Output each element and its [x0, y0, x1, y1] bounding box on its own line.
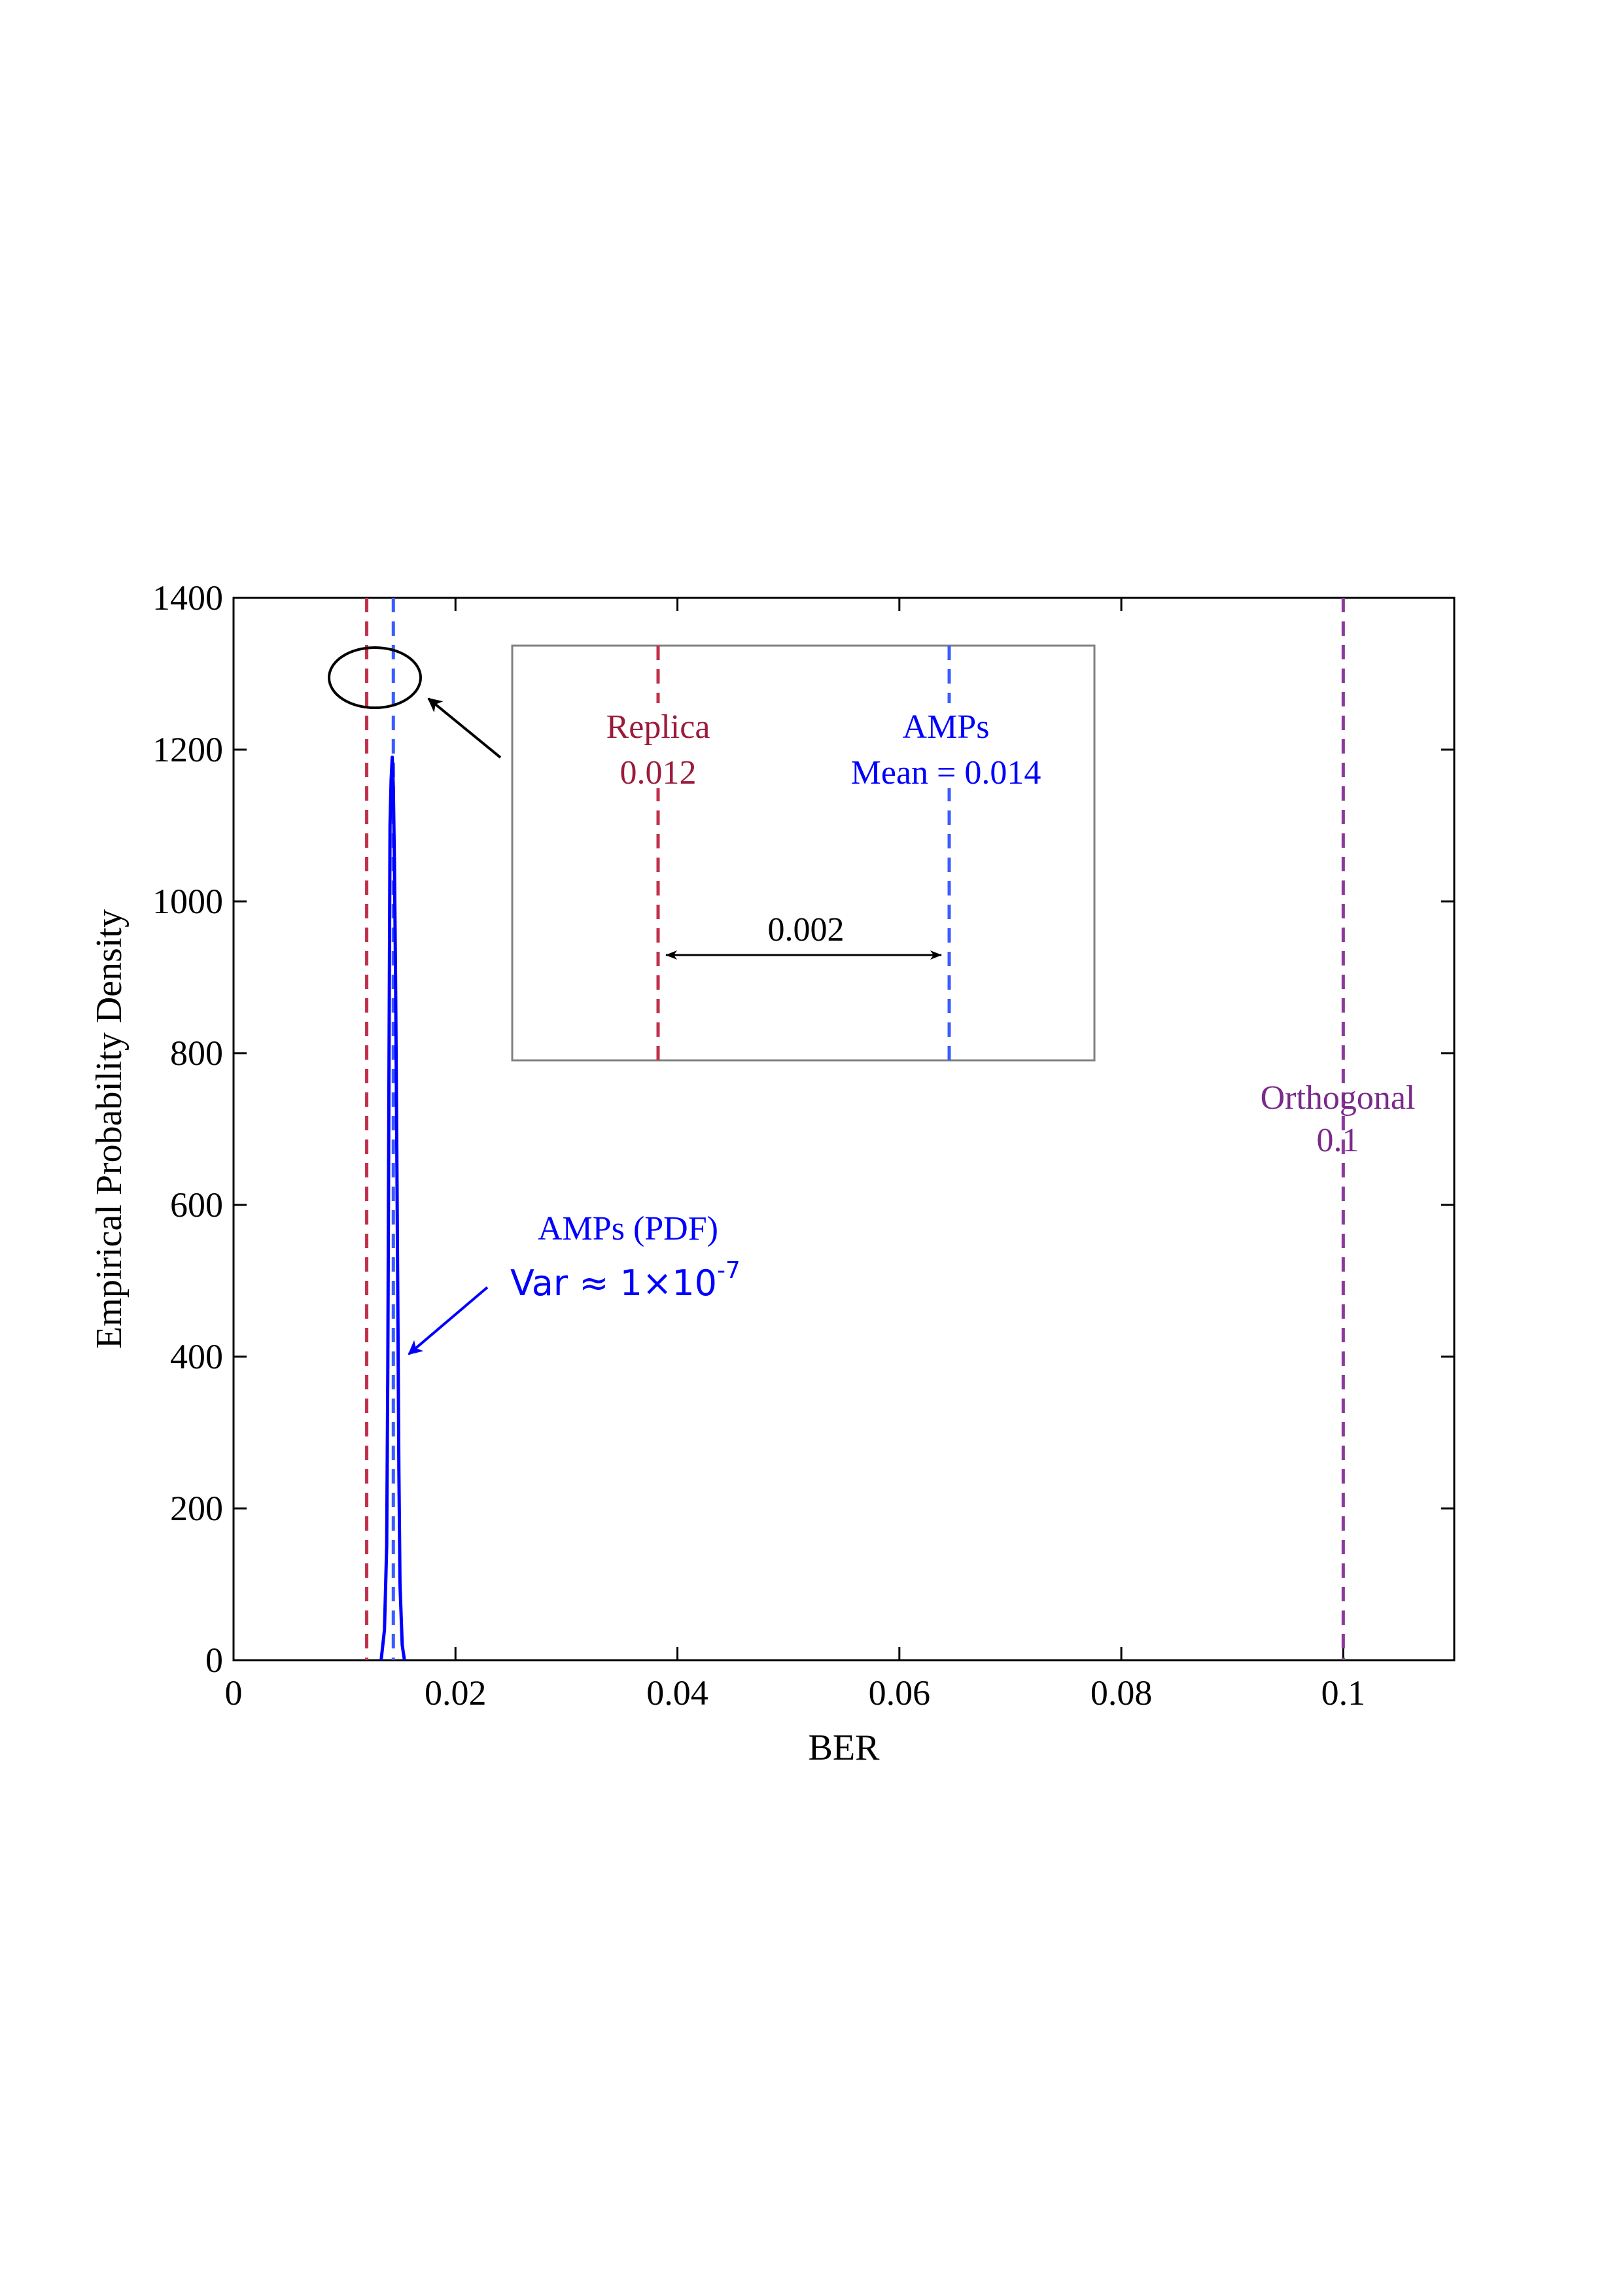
- y-tick-label: 400: [170, 1337, 223, 1376]
- y-axis-ticks: 0 200 400 600 800 1000 1200 1400: [152, 578, 1454, 1680]
- x-tick-label: 0.02: [425, 1673, 487, 1713]
- inset-gap-label: 0.002: [768, 911, 845, 948]
- zoom-circle: [328, 646, 422, 709]
- variance-label: Var ≈ 1×10-7: [510, 1257, 741, 1304]
- inset-replica-name: Replica: [606, 708, 710, 746]
- x-tick-label: 0.04: [646, 1673, 708, 1713]
- pdf-label: AMPs (PDF): [538, 1210, 718, 1247]
- zoom-arrow: [427, 697, 502, 759]
- variance-exponent: -7: [717, 1257, 741, 1284]
- inset-amps-mean: Mean = 0.014: [851, 754, 1041, 791]
- y-tick-label: 1400: [152, 578, 223, 617]
- x-tick-label: 0.08: [1091, 1673, 1153, 1713]
- x-tick-label: 0.06: [869, 1673, 931, 1713]
- y-tick-label: 800: [170, 1034, 223, 1073]
- y-tick-label: 0: [205, 1641, 223, 1680]
- y-tick-label: 1000: [152, 882, 223, 921]
- x-axis-ticks: 0 0.02 0.04 0.06 0.08 0.1: [225, 598, 1366, 1713]
- series-group: [379, 756, 406, 1661]
- variance-prefix: Var ≈ 1×10: [510, 1262, 717, 1304]
- y-tick-label: 200: [170, 1489, 223, 1528]
- plot-area: [232, 597, 1456, 1661]
- series-line-amps-pdf: [379, 756, 406, 1661]
- inset-amps-name: AMPs: [903, 708, 990, 746]
- pdf-arrow: [408, 1286, 489, 1355]
- inset-replica-value: 0.012: [620, 754, 697, 791]
- inset: Replica 0.012 AMPs Mean = 0.014 0.002: [511, 644, 1096, 1062]
- x-tick-label: 0.1: [1321, 1673, 1366, 1713]
- y-tick-label: 1200: [152, 730, 223, 769]
- x-tick-label: 0: [225, 1673, 243, 1713]
- orthogonal-label: Orthogonal: [1261, 1079, 1416, 1117]
- orthogonal-value: 0.1: [1317, 1122, 1359, 1159]
- y-tick-label: 600: [170, 1185, 223, 1225]
- y-axis-label: Empirical Probability Density: [89, 909, 130, 1349]
- x-axis-label: BER: [809, 1728, 881, 1768]
